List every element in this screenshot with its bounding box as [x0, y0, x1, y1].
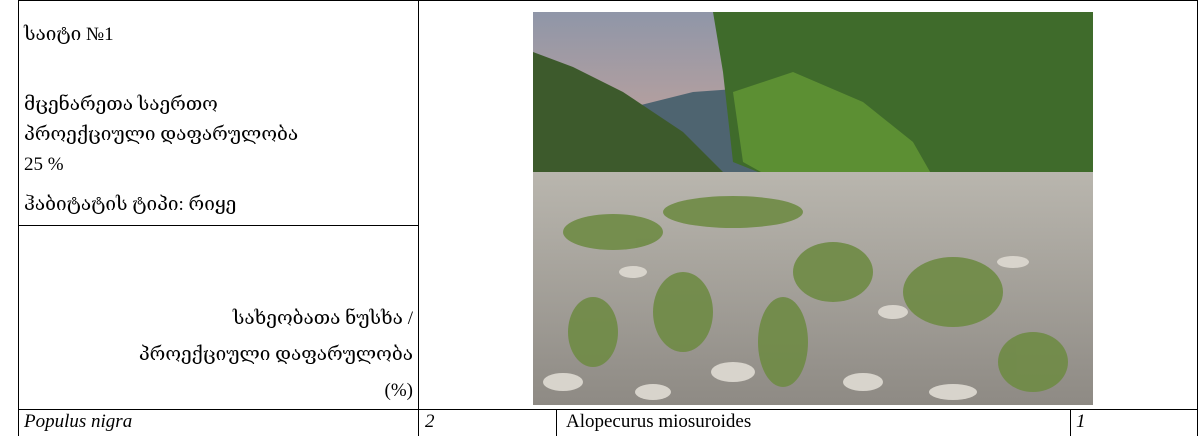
site-text: მცენარეთა საერთო — [24, 90, 218, 120]
site-text: ჰაბიტატის ტიპი: რიყე — [24, 190, 236, 220]
cell: 1 — [1076, 407, 1086, 437]
border — [18, 0, 1198, 1]
border — [18, 225, 418, 226]
border — [418, 0, 419, 436]
cell: Populus nigra — [24, 407, 132, 437]
border — [18, 0, 19, 436]
border — [556, 409, 557, 436]
page: {"site_cell":{"lines":["საიტი №1","მცენა… — [0, 0, 1198, 436]
site-title: საიტი №1 — [24, 20, 114, 50]
site-text: 25 % — [24, 150, 64, 180]
cell: 2 — [425, 407, 435, 437]
list-header: პროექციული დაფარულობა — [139, 340, 413, 370]
site-text: პროექციული დაფარულობა — [24, 120, 298, 150]
list-header: სახეობათა ნუსხა / — [233, 304, 413, 334]
cell: Alopecurus miosuroides — [566, 407, 751, 437]
photo — [533, 12, 1093, 405]
list-header: (%) — [385, 376, 413, 406]
border — [1070, 409, 1071, 436]
